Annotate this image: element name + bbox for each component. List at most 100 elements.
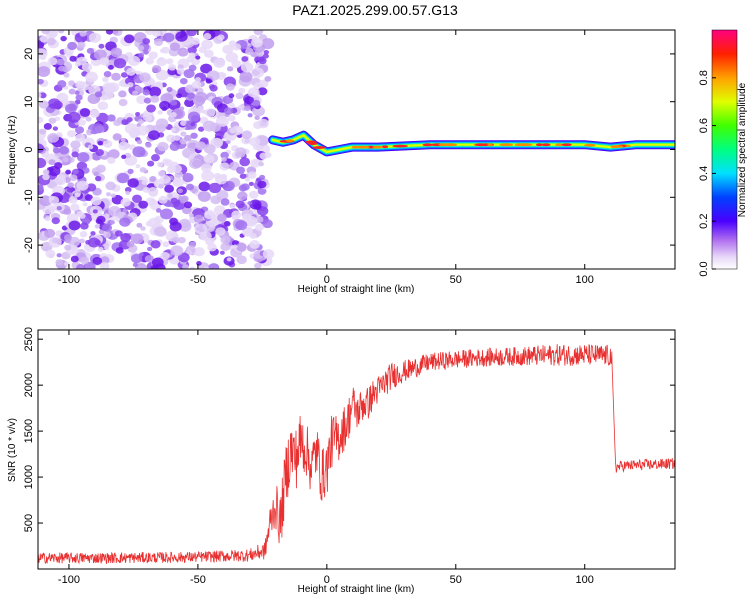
noise-blob xyxy=(145,142,152,148)
noise-blob xyxy=(138,52,145,58)
noise-blob xyxy=(72,168,79,175)
noise-blob xyxy=(152,30,161,37)
noise-blob xyxy=(38,78,44,85)
noise-blob xyxy=(68,80,75,86)
noise-blob xyxy=(143,49,149,55)
noise-blob xyxy=(177,47,189,57)
noise-blob xyxy=(132,194,143,203)
signal-hotspot xyxy=(372,145,383,149)
noise-blob xyxy=(157,161,164,167)
noise-blob xyxy=(197,126,205,132)
noise-blob xyxy=(157,141,169,152)
noise-blob xyxy=(150,264,159,269)
noise-blob xyxy=(244,96,255,105)
noise-blob xyxy=(226,66,234,72)
noise-blob xyxy=(137,45,145,51)
noise-blob xyxy=(118,80,127,87)
x-tick-label: 100 xyxy=(576,574,594,586)
noise-blob xyxy=(149,175,157,183)
noise-blob xyxy=(257,180,267,189)
noise-blob xyxy=(173,134,181,141)
noise-blob xyxy=(220,198,230,206)
noise-blob xyxy=(205,108,216,117)
signal-hotspot xyxy=(355,145,370,149)
colorbar-label: Normalized spectral amplitude xyxy=(737,82,748,217)
noise-blob xyxy=(113,58,127,69)
y-tick-label: 10 xyxy=(23,96,35,108)
noise-blob xyxy=(110,220,116,225)
noise-blob xyxy=(82,202,88,207)
noise-blob xyxy=(48,196,60,205)
noise-blob xyxy=(110,193,116,198)
colorbar-ticks: 0.0 0.2 0.4 0.6 0.8 xyxy=(698,70,716,277)
noise-blob xyxy=(68,196,78,204)
noise-blob xyxy=(122,208,128,214)
noise-blob xyxy=(241,183,250,191)
signal-hotspot xyxy=(307,142,318,146)
noise-blob xyxy=(249,199,262,210)
noise-blob xyxy=(151,65,162,73)
signal-hotspot xyxy=(555,143,564,147)
noise-blob xyxy=(214,205,226,215)
signal-hotspot xyxy=(499,143,514,147)
noise-blob xyxy=(127,82,134,88)
noise-blob xyxy=(188,213,194,218)
noise-blob xyxy=(86,129,92,134)
noise-blob xyxy=(236,166,246,174)
signal-hotspot xyxy=(312,146,326,149)
noise-blob xyxy=(98,43,105,49)
noise-blob xyxy=(68,103,77,111)
noise-blob xyxy=(204,266,210,269)
noise-blob xyxy=(205,78,213,84)
signal-hotspot xyxy=(392,144,409,148)
y-tick-label: 1000 xyxy=(23,465,35,489)
spectrogram-y-label: Frequency (Hz) xyxy=(7,116,18,185)
noise-blob xyxy=(79,30,87,37)
noise-blob xyxy=(221,157,227,162)
noise-blob xyxy=(249,137,261,147)
y-tick-label: 500 xyxy=(23,514,35,532)
noise-blob xyxy=(162,241,170,248)
noise-blob xyxy=(76,56,88,66)
noise-blob xyxy=(248,190,259,199)
noise-blob xyxy=(120,137,126,143)
noise-blob xyxy=(235,92,244,100)
colorbar-tick-label: 0.2 xyxy=(698,214,710,229)
noise-blob xyxy=(183,68,195,79)
noise-blob xyxy=(236,242,247,252)
noise-blob xyxy=(38,143,45,154)
noise-blob xyxy=(228,102,235,109)
noise-blob xyxy=(262,219,273,229)
noise-blob xyxy=(118,98,128,107)
noise-blob xyxy=(39,35,49,43)
x-tick-label: 50 xyxy=(450,574,462,586)
noise-blob xyxy=(62,157,69,163)
noise-blob xyxy=(232,43,242,51)
noise-blob xyxy=(220,72,227,78)
noise-blob xyxy=(77,119,86,126)
noise-blob xyxy=(262,53,269,59)
noise-blob xyxy=(110,47,123,58)
snr-x-ticks: -100 -50 0 50 100 xyxy=(58,330,594,586)
noise-blob xyxy=(247,113,253,118)
noise-blob xyxy=(204,209,216,220)
noise-blob xyxy=(254,262,262,269)
noise-blob xyxy=(251,67,264,78)
noise-blob xyxy=(67,130,76,138)
noise-blob xyxy=(44,216,51,222)
noise-blob xyxy=(190,132,198,139)
x-tick-label: 50 xyxy=(450,274,462,286)
noise-blob xyxy=(164,184,175,193)
noise-blob xyxy=(200,63,213,74)
spectrogram-x-label: Height of straight line (km) xyxy=(298,284,415,295)
noise-blob xyxy=(70,140,81,149)
noise-blob xyxy=(118,90,127,98)
noise-blob xyxy=(105,30,113,35)
x-tick-label: 0 xyxy=(324,574,330,586)
signal-hotspot xyxy=(486,143,493,147)
noise-blob xyxy=(38,40,45,50)
noise-blob xyxy=(170,99,178,106)
noise-blob xyxy=(76,152,90,163)
noise-blob xyxy=(56,205,62,211)
noise-blob xyxy=(248,181,254,186)
